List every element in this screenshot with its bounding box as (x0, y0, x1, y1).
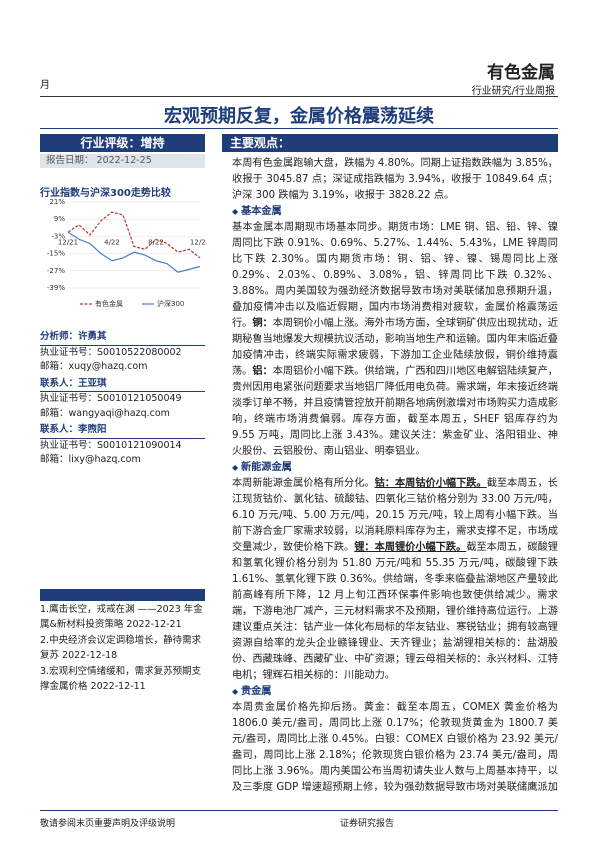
paragraph: 本周贵金属价格先抑后扬。黄金：截至本周五，COMEX 黄金价格为 1806.0 … (232, 700, 558, 794)
body: 本周有色金属跑输大盘，跌幅为 4.80%。同期上证指数跌幅为 3.85%，收报于… (232, 156, 558, 794)
contacts: 分析师：许勇其 执业证书号：S0010522080002 邮箱：xuqy@hazq.… (40, 330, 205, 468)
contact-name: 李煦阳 (78, 424, 107, 435)
text-run: 锂：本周锂价小幅下跌。 (354, 542, 467, 553)
contact-head: 联系人：王亚琪 (40, 377, 205, 392)
x-tick-label: 12/22 (190, 238, 205, 246)
chart-title: 行业指数与沪深300走势比较 (40, 188, 171, 199)
report-date: 报告日期： 2022-12-25 (40, 154, 205, 168)
text-run: 本周新能源金属价格有所分化。 (232, 478, 375, 489)
rating-label: 行业评级： (80, 136, 141, 150)
contact-head: 分析师：许勇其 (40, 330, 205, 346)
legend-label: 有色金属 (95, 299, 123, 308)
related-item: 3.宏观利空情绪缓和，需求复苏预期支撑金属价格 2022-12-11 (40, 666, 202, 692)
rating-value: 增持 (140, 136, 165, 150)
rule (40, 96, 558, 97)
paragraph: 本周新能源金属价格有所分化。钴：本周钴价小幅下跌。截至本周五，长江现货钴价、氯化… (232, 476, 558, 684)
text-run: 截至本周五，碳酸锂和氢氧化锂价格分别为 51.80 万元/吨和 55.35 万元… (232, 542, 558, 681)
paragraph: 本周有色金属跑输大盘，跌幅为 4.80%。同期上证指数跌幅为 3.85%，收报于… (232, 156, 558, 204)
contact-name: 许勇其 (78, 331, 107, 342)
contact-email: 邮箱：xuqy@hazq.com (40, 361, 148, 372)
text-run: 基本金属本周期现市场基本同步。期货市场：LME 铜、铝、铅、锌、镍周同比下跌 0… (232, 222, 558, 329)
paragraph: 基本金属本周期现市场基本同步。期货市场：LME 铜、铝、铅、锌、镍周同比下跌 0… (232, 220, 558, 460)
text-run: 本周有色金属跑输大盘，跌幅为 4.80%。同期上证指数跌幅为 3.85%，收报于… (232, 158, 558, 201)
contact-email: 邮箱：lixy@hazq.com (40, 454, 141, 465)
legend-label: 沪深300 (157, 299, 184, 308)
series-line (67, 211, 201, 259)
contact-name: 王亚琪 (78, 377, 107, 389)
series-line (67, 231, 201, 273)
related-item: 2.中央经济会议定调稳增长，静待需求复苏 2022-12-18 (40, 635, 202, 661)
section-heading: 基本金属 (232, 204, 558, 220)
sector: 有色金属 (487, 63, 555, 83)
y-tick-label: -27% (47, 267, 65, 275)
text-run: 本周贵金属价格先抑后扬。黄金：截至本周五，COMEX 黄金价格为 1806.0 … (232, 702, 558, 793)
x-tick-label: 8/22 (148, 238, 164, 246)
date-value: 2022-12-25 (96, 155, 152, 166)
text-run: 本周铝价小幅下跌。供给端，广西和四川地区电解铝陆续复产，贵州因用电紧张问题要求当… (232, 366, 558, 457)
related-item: 1.鹰击长空，戎戒在渊 ——2023 年金属&新材料投资策略 2022-12-2… (40, 604, 203, 630)
x-tick-label: 4/22 (104, 238, 120, 246)
contact-license: 执业证书号：S0010121050049 (40, 393, 182, 404)
section-heading: 贵金属 (232, 684, 558, 700)
y-tick-label: -3% (51, 232, 65, 240)
contact-license: 执业证书号：S0010522080002 (40, 346, 182, 358)
y-tick-label: 21% (49, 198, 65, 206)
contact-license: 执业证书号：S0010121090014 (40, 439, 182, 451)
related: 1.鹰击长空，戎戒在渊 ——2023 年金属&新材料投资策略 2022-12-2… (40, 603, 205, 696)
date-label: 报告日期： (46, 155, 94, 166)
text-run: 铜： (252, 318, 273, 329)
contact-head: 联系人：李煦阳 (40, 423, 205, 439)
contact-role: 联系人： (40, 424, 79, 435)
text-run: 本周铜价小幅上涨。海外市场方面，全球铜矿供应出现扰动，近期秘鲁当地爆发大规模抗议… (232, 318, 558, 377)
chart: 21% 9% -3% -15% -27% -39% 12/21 4/22 8/22 12/22 有色… (47, 198, 205, 308)
related-bar (40, 589, 205, 601)
footer-center: 证券研究报告 (340, 819, 395, 829)
rule (40, 128, 558, 129)
text-run: 截至本周五，长江现货钴价、氯化钴、硫酸钴、四氧化三钴价格分别为 33.00 万元… (232, 478, 558, 553)
y-tick-label: -15% (47, 250, 65, 258)
text-run: 铝： (252, 366, 273, 377)
text-run: 钴：本周钴价小幅下跌。 (374, 478, 487, 489)
rating: 行业评级：增持 (40, 134, 205, 152)
contact-role: 分析师： (40, 331, 79, 342)
y-tick-label: 9% (54, 215, 65, 223)
main-heading: 主要观点： (222, 134, 558, 152)
category: 行业研究/行业周报 (471, 86, 555, 97)
title: 宏观预期反复，金属价格震荡延续 (164, 106, 434, 127)
contact-role: 联系人： (40, 377, 79, 389)
x-tick-label: 12/21 (58, 238, 78, 246)
contact-email: 邮箱：wangyaqi@hazq.com (40, 407, 170, 419)
rule (40, 810, 558, 811)
section-heading: 新能源金属 (232, 460, 558, 476)
footer-left: 敬请参阅末页重要声明及评级说明 (40, 819, 176, 829)
header-left: 月 (40, 80, 50, 91)
y-tick-label: -39% (47, 284, 65, 292)
